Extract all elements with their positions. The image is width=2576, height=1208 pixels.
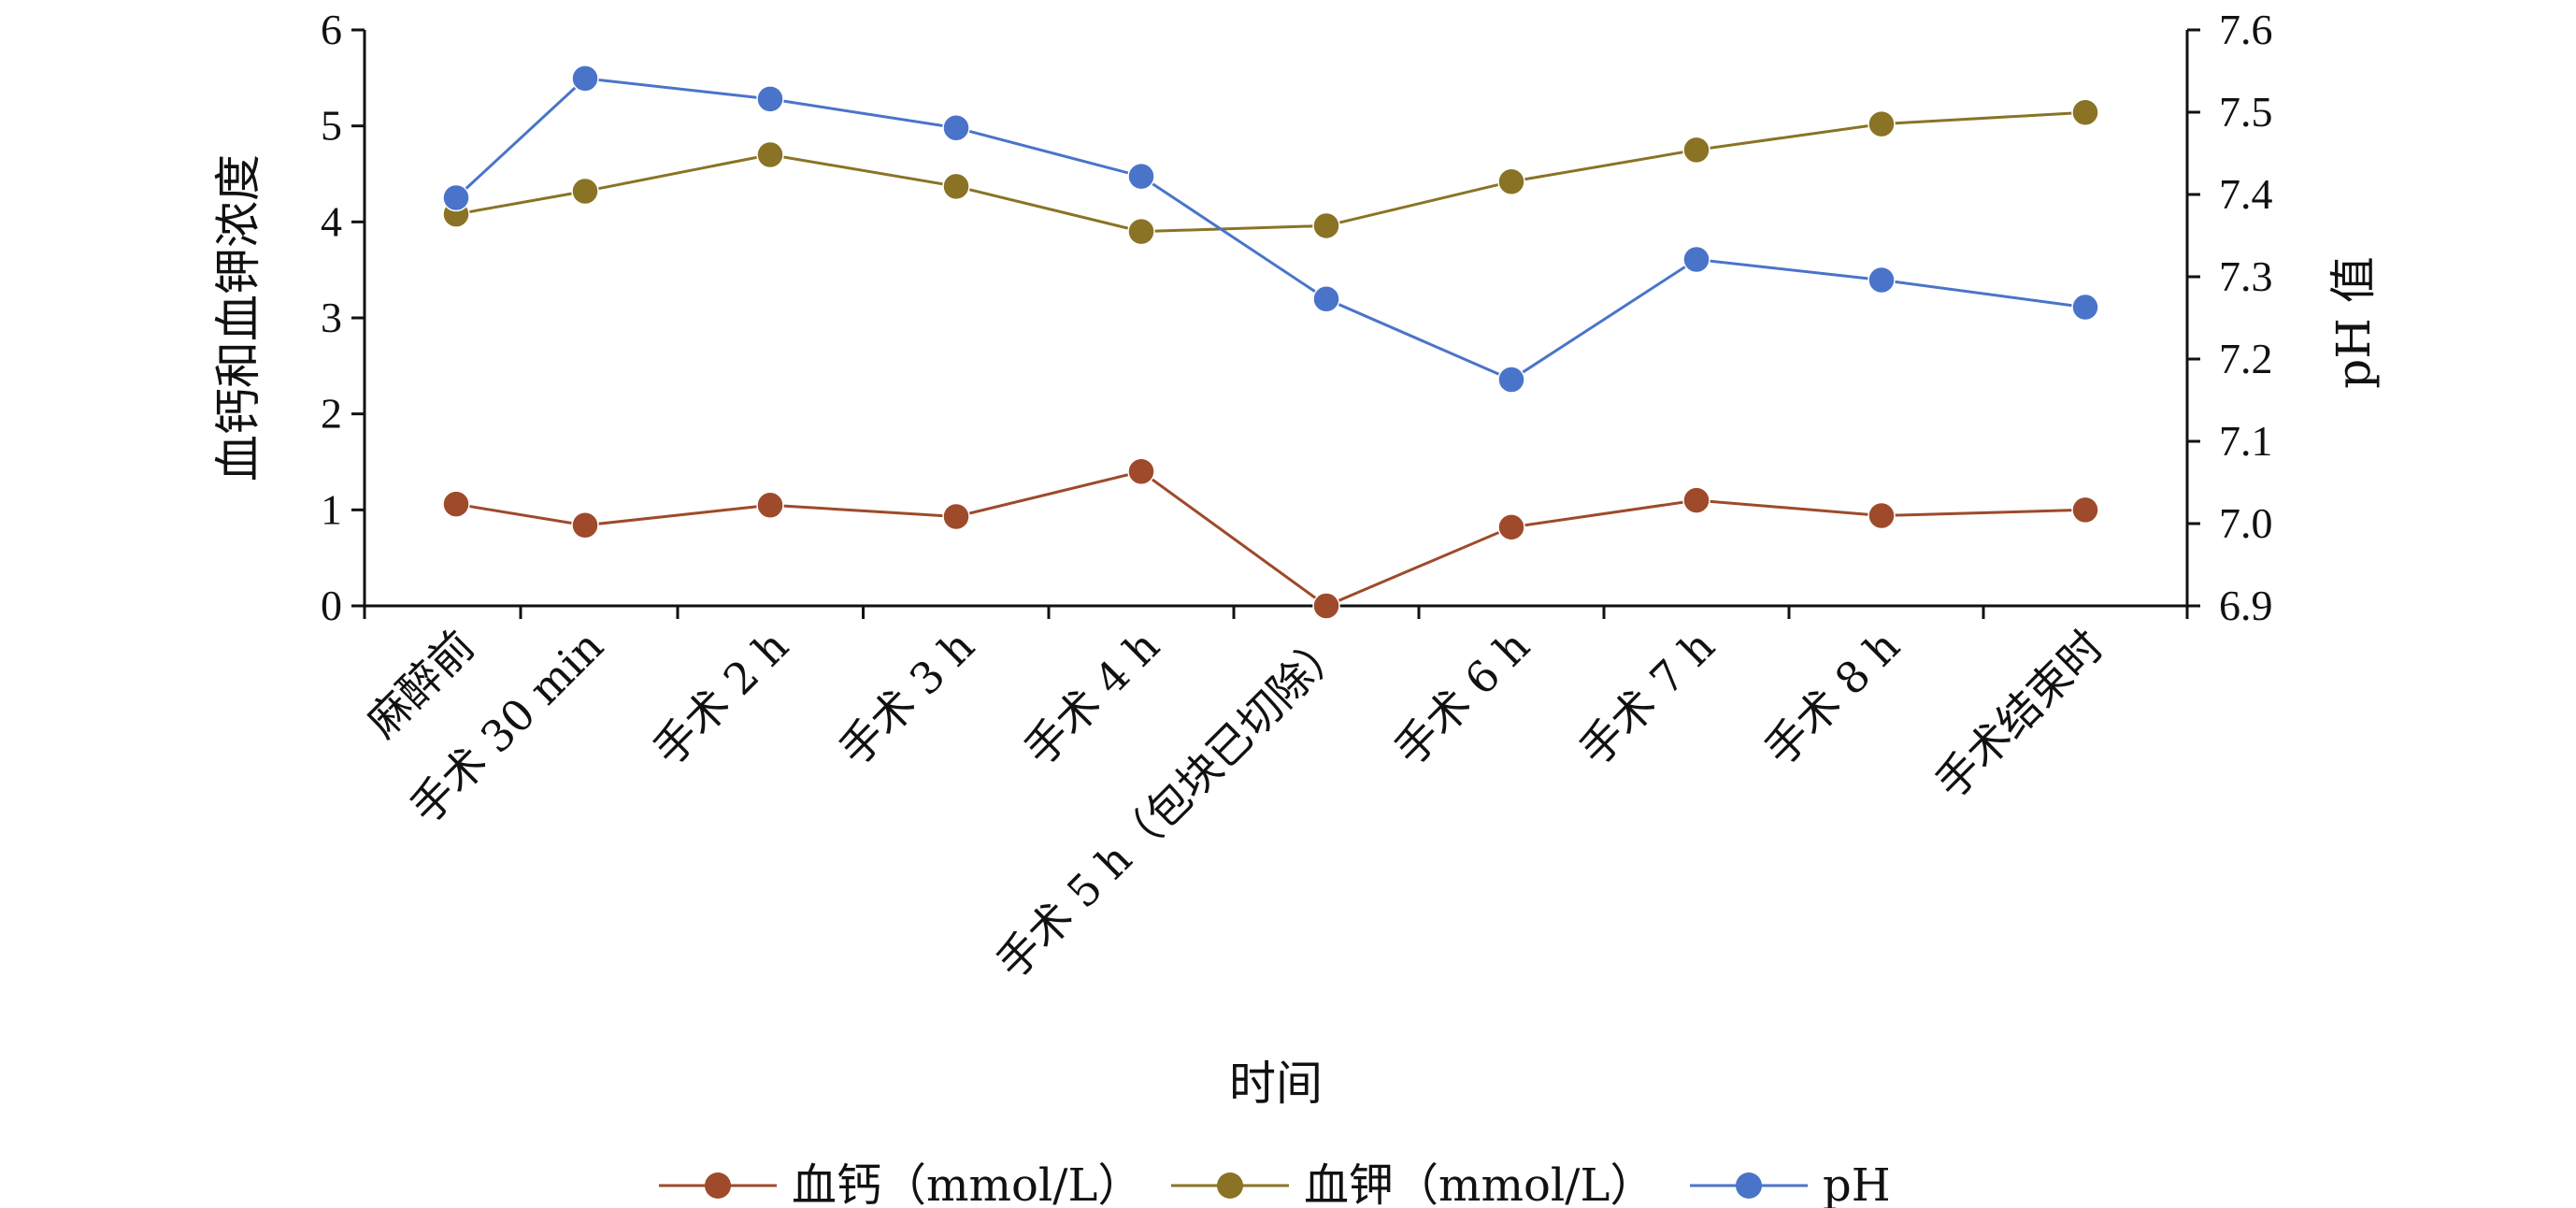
legend: 血钙（mmol/L） 血钾（mmol/L） pH xyxy=(659,1159,1891,1208)
legend-label-2: pH xyxy=(1823,1159,1891,1208)
series-1-point xyxy=(756,140,784,169)
series-0-point xyxy=(1682,486,1710,514)
y2-tick-label: 7.0 xyxy=(2219,499,2273,547)
y2-tick-label: 7.6 xyxy=(2219,6,2273,53)
y2-tick-label: 7.5 xyxy=(2219,88,2273,136)
series-2-point xyxy=(571,65,599,93)
series-0-point xyxy=(1312,592,1340,620)
series-2-point xyxy=(1127,162,1155,191)
series-markers xyxy=(442,65,2099,620)
series-1-point xyxy=(1868,109,1896,138)
series-0-point xyxy=(1497,513,1525,541)
series-1-point xyxy=(571,177,599,206)
series-2-point xyxy=(1868,266,1896,295)
x-axis-title: 时间 xyxy=(1229,1057,1323,1111)
x-tick-label: 手术结束时 xyxy=(1925,621,2113,809)
y2-tick-label: 7.3 xyxy=(2219,252,2273,300)
series-0-point xyxy=(756,491,784,519)
series-1-point xyxy=(942,172,970,201)
series-lines xyxy=(454,77,2086,608)
series-2-point xyxy=(756,85,784,113)
x-tick-label: 手术 3 h xyxy=(829,621,984,776)
series-1-point xyxy=(2071,98,2099,127)
series-2-point xyxy=(1312,285,1340,313)
legend-marker-0 xyxy=(705,1172,731,1199)
series-0-point xyxy=(942,502,970,531)
series-2-point xyxy=(2071,293,2099,322)
series-2-point xyxy=(1497,366,1525,394)
y2-axis-title: pH 值 xyxy=(2326,256,2381,389)
legend-marker-2 xyxy=(1736,1172,1762,1199)
x-tick-label: 手术 6 h xyxy=(1384,621,1539,776)
y-tick-label: 0 xyxy=(321,582,342,629)
series-line-0 xyxy=(455,469,2086,608)
y2-tick-label: 7.4 xyxy=(2219,170,2273,218)
x-tick-label: 手术 2 h xyxy=(643,621,798,776)
x-tick-label: 手术 5 h（包块已切除） xyxy=(987,621,1354,988)
series-line-2 xyxy=(454,77,2086,381)
legend-label-0: 血钙（mmol/L） xyxy=(792,1159,1142,1208)
x-tick-label: 麻醉前 xyxy=(357,621,484,748)
series-0-point xyxy=(2071,496,2099,525)
series-0-point xyxy=(571,511,599,539)
y-tick-label: 4 xyxy=(321,197,342,245)
series-1-point xyxy=(1682,136,1710,165)
series-2-point xyxy=(442,183,470,212)
series-1-point xyxy=(1127,217,1155,246)
series-0-point xyxy=(442,490,470,518)
y2-tick-label: 6.9 xyxy=(2219,582,2273,629)
y-tick-label: 6 xyxy=(321,6,342,53)
x-tick-label: 手术 8 h xyxy=(1754,621,1910,776)
y-tick-label: 5 xyxy=(321,102,342,150)
series-0-point xyxy=(1127,457,1155,486)
y2-tick-label: 7.2 xyxy=(2219,335,2273,382)
series-2-point xyxy=(1682,245,1710,274)
legend-marker-1 xyxy=(1217,1172,1243,1199)
y2-tick-label: 7.1 xyxy=(2219,417,2273,465)
series-0-point xyxy=(1868,501,1896,530)
series-line-1 xyxy=(455,110,2086,234)
x-tick-label: 手术 4 h xyxy=(1014,621,1169,776)
series-1-point xyxy=(1497,167,1525,195)
x-tick-label: 手术 7 h xyxy=(1569,621,1724,776)
series-1-point xyxy=(1312,211,1340,240)
legend-label-1: 血钾（mmol/L） xyxy=(1304,1159,1654,1208)
y-tick-label: 2 xyxy=(321,390,342,438)
y-tick-label: 3 xyxy=(321,294,342,341)
y-axis-title: 血钙和血钾浓度 xyxy=(211,154,265,482)
series-2-point xyxy=(942,113,970,142)
y-tick-label: 1 xyxy=(321,485,342,533)
